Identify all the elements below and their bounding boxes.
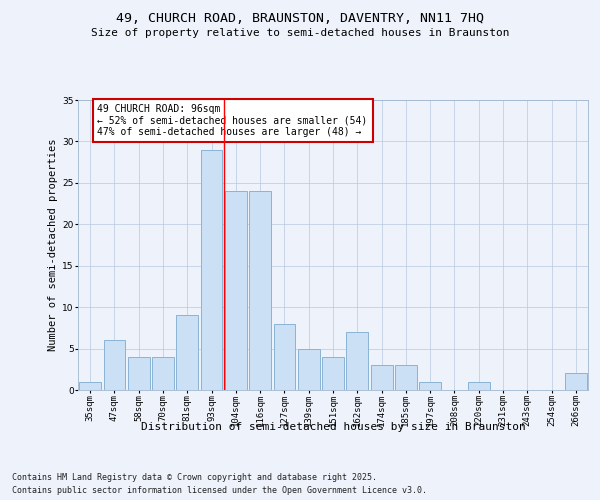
Bar: [346, 332, 368, 390]
Bar: [565, 374, 587, 390]
Bar: [468, 382, 490, 390]
Bar: [200, 150, 223, 390]
Text: Size of property relative to semi-detached houses in Braunston: Size of property relative to semi-detach…: [91, 28, 509, 38]
Text: 49, CHURCH ROAD, BRAUNSTON, DAVENTRY, NN11 7HQ: 49, CHURCH ROAD, BRAUNSTON, DAVENTRY, NN…: [116, 12, 484, 26]
Bar: [225, 191, 247, 390]
Bar: [274, 324, 295, 390]
Bar: [395, 365, 417, 390]
Bar: [371, 365, 392, 390]
Bar: [176, 316, 198, 390]
Text: Contains public sector information licensed under the Open Government Licence v3: Contains public sector information licen…: [12, 486, 427, 495]
Bar: [322, 357, 344, 390]
Bar: [79, 382, 101, 390]
Text: 49 CHURCH ROAD: 96sqm
← 52% of semi-detached houses are smaller (54)
47% of semi: 49 CHURCH ROAD: 96sqm ← 52% of semi-deta…: [97, 104, 368, 138]
Y-axis label: Number of semi-detached properties: Number of semi-detached properties: [48, 138, 58, 352]
Text: Distribution of semi-detached houses by size in Braunston: Distribution of semi-detached houses by …: [140, 422, 526, 432]
Bar: [152, 357, 174, 390]
Text: Contains HM Land Registry data © Crown copyright and database right 2025.: Contains HM Land Registry data © Crown c…: [12, 472, 377, 482]
Bar: [249, 191, 271, 390]
Bar: [128, 357, 149, 390]
Bar: [104, 340, 125, 390]
Bar: [419, 382, 441, 390]
Bar: [298, 348, 320, 390]
